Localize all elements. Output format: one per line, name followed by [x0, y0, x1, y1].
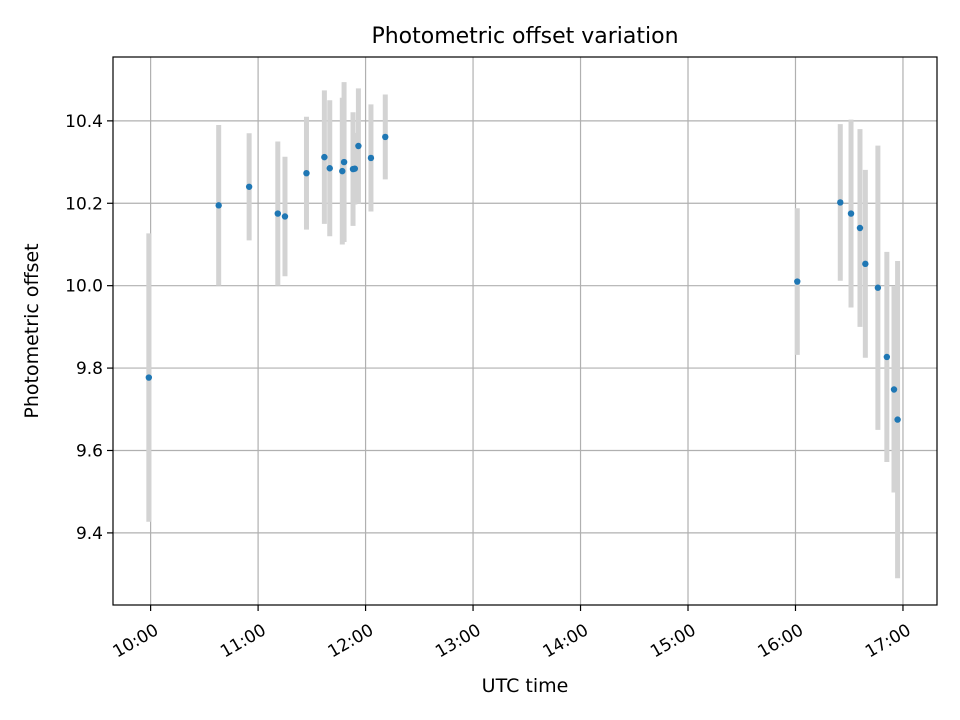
- y-tick-label: 9.6: [76, 441, 103, 461]
- data-point: [281, 213, 289, 220]
- data-point: [303, 169, 310, 177]
- data-point: [894, 416, 901, 423]
- data-point: [883, 353, 891, 361]
- data-point: [890, 386, 898, 393]
- data-point: [145, 374, 153, 381]
- chart-title: Photometric offset variation: [371, 24, 678, 49]
- y-tick-label: 9.4: [76, 524, 103, 544]
- data-point: [794, 278, 801, 285]
- y-axis-label: Photometric offset: [21, 243, 43, 418]
- data-point: [321, 153, 328, 161]
- data-point: [215, 202, 222, 209]
- y-tick-label: 10.2: [65, 194, 103, 214]
- data-points: [145, 133, 901, 423]
- y-tick-label: 10.0: [65, 277, 103, 297]
- data-point: [274, 210, 281, 217]
- data-point: [874, 284, 882, 291]
- data-point: [382, 133, 389, 141]
- data-point: [367, 154, 375, 162]
- data-point: [245, 183, 253, 190]
- data-point: [847, 210, 855, 217]
- grid: [113, 57, 937, 605]
- data-point: [355, 142, 362, 150]
- data-point: [862, 260, 869, 268]
- data-point: [339, 167, 346, 175]
- y-tick-label: 9.8: [76, 359, 103, 379]
- data-point: [837, 199, 844, 206]
- data-point: [326, 165, 333, 172]
- y-tick-label: 10.4: [65, 112, 103, 132]
- plot-frame: [112, 56, 938, 606]
- data-point: [351, 165, 359, 172]
- x-axis-label: UTC time: [482, 675, 569, 697]
- data-point: [340, 158, 348, 166]
- data-point: [856, 224, 864, 232]
